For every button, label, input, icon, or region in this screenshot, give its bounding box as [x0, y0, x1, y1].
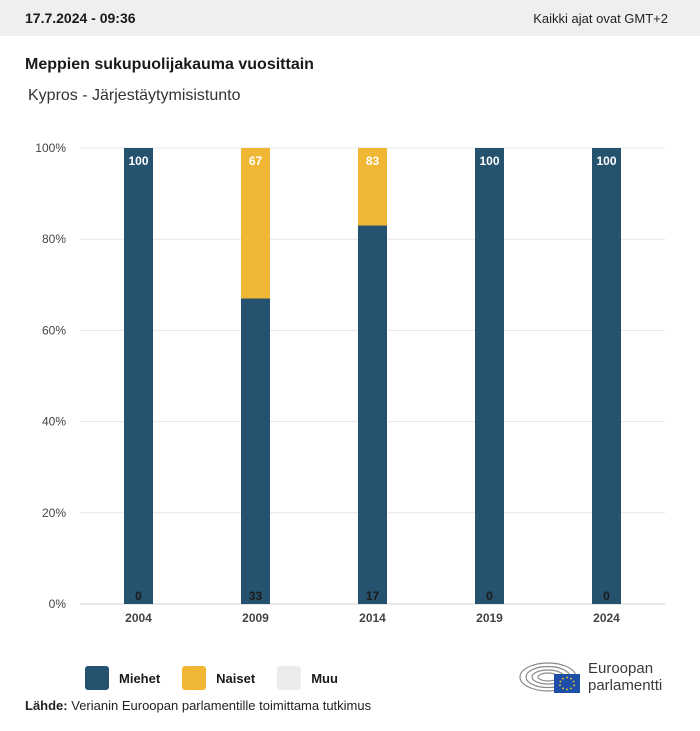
parliament-hemicycle-icon — [519, 662, 580, 693]
legend-label-muu: Muu — [311, 670, 338, 686]
y-tick-label: 40% — [42, 415, 66, 429]
stacked-bar-chart: 0% 20% 40% 60% 80% 100% 100 0 2004 67 33 2009 83 17 20… — [35, 141, 665, 625]
data-label-miehet: 100 — [596, 154, 616, 168]
logo-line-1: Euroopan — [588, 660, 654, 677]
y-tick-label: 20% — [42, 506, 66, 520]
y-tick-label: 60% — [42, 323, 66, 337]
bar-naiset-2009 — [241, 148, 270, 299]
ep-logo: Euroopan parlamentti — [518, 657, 662, 697]
y-tick-label: 0% — [49, 597, 67, 611]
bar-miehet-2014 — [358, 225, 387, 604]
legend-item-muu[interactable]: Muu — [277, 666, 338, 690]
data-label-naiset: 0 — [486, 589, 493, 603]
source-label: Lähde: — [25, 698, 68, 713]
top-bar: 17.7.2024 - 09:36 Kaikki ajat ovat GMT+2 — [0, 0, 700, 36]
x-tick-label: 2019 — [476, 611, 503, 625]
legend-item-miehet[interactable]: Miehet — [85, 666, 160, 690]
bar-miehet-2019 — [475, 148, 504, 604]
data-label-naiset: 17 — [366, 589, 380, 603]
legend-swatch-miehet — [85, 666, 109, 690]
chart-subtitle: Kypros - Järjestäytymisistunto — [28, 87, 241, 104]
y-tick-label: 80% — [42, 232, 66, 246]
data-label-naiset: 0 — [603, 589, 610, 603]
x-tick-label: 2009 — [242, 611, 269, 625]
y-tick-label: 100% — [35, 141, 66, 155]
timestamp: 17.7.2024 - 09:36 — [25, 10, 136, 26]
bar-miehet-2004 — [124, 148, 153, 604]
x-tick-label: 2014 — [359, 611, 386, 625]
bar-miehet-2024 — [592, 148, 621, 604]
data-label-miehet: 100 — [128, 154, 148, 168]
chart-title: Meppien sukupuolijakauma vuosittain — [25, 56, 314, 73]
timezone-note: Kaikki ajat ovat GMT+2 — [533, 10, 668, 26]
legend: Miehet Naiset Muu — [85, 666, 360, 690]
legend-swatch-naiset — [182, 666, 207, 690]
bar-naiset-2014 — [358, 148, 387, 226]
legend-label-miehet: Miehet — [119, 670, 161, 686]
x-tick-label: 2024 — [593, 611, 620, 625]
logo-line-2: parlamentti — [588, 677, 663, 694]
legend-item-naiset[interactable]: Naiset — [182, 666, 255, 690]
legend-label-naiset: Naiset — [216, 670, 256, 686]
source-note: Lähde: Verianin Euroopan parlamentille t… — [25, 698, 371, 713]
bar-miehet-2009 — [241, 298, 270, 604]
data-label-naiset: 33 — [249, 589, 263, 603]
legend-swatch-muu — [277, 666, 302, 690]
data-label-miehet: 100 — [479, 154, 499, 168]
data-label-miehet: 67 — [249, 154, 263, 168]
x-tick-label: 2004 — [125, 611, 152, 625]
data-label-naiset: 0 — [135, 589, 142, 603]
data-label-miehet: 83 — [366, 154, 380, 168]
source-text: Verianin Euroopan parlamentille toimitta… — [71, 698, 372, 713]
